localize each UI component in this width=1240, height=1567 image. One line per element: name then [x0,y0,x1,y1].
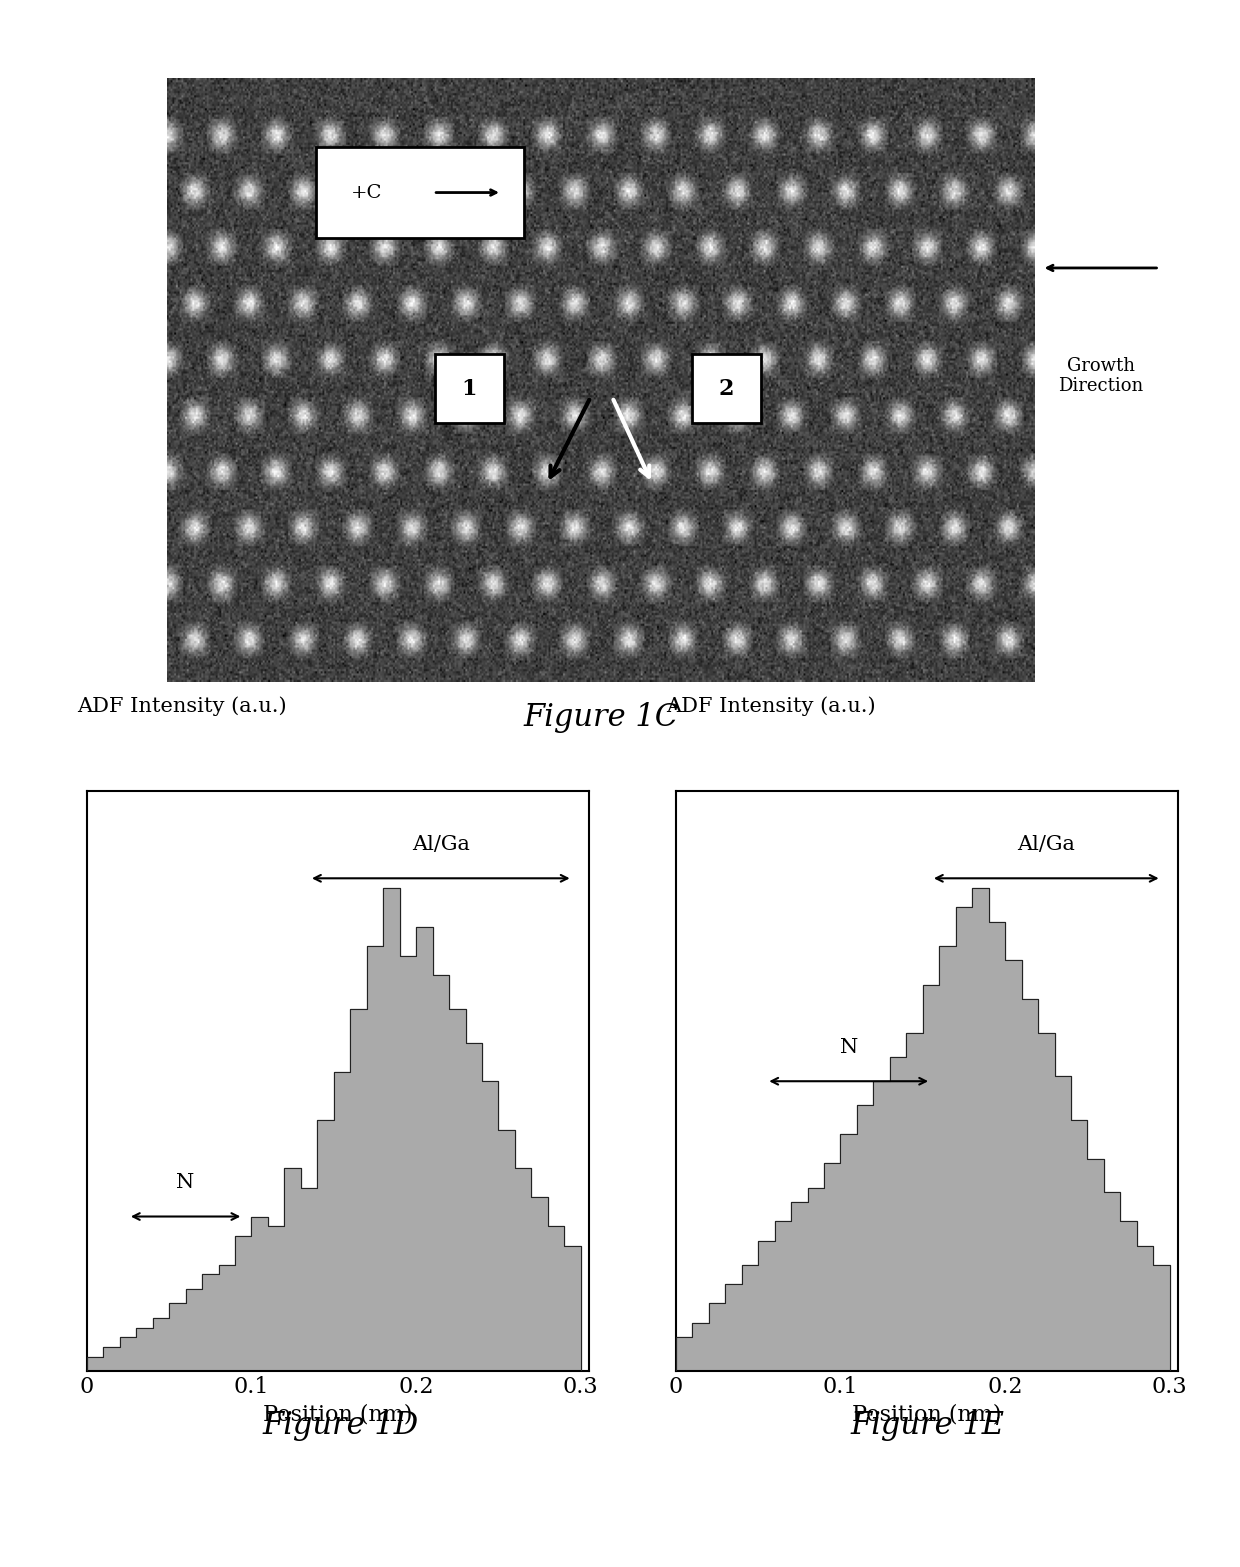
Polygon shape [87,888,580,1371]
Text: ADF Intensity (a.u.): ADF Intensity (a.u.) [666,696,875,716]
Bar [435,354,503,423]
Bar [316,147,523,238]
Text: N: N [176,1174,195,1192]
Text: Figure 1C: Figure 1C [523,702,680,733]
Text: 2: 2 [718,378,734,400]
X-axis label: Position (nm): Position (nm) [263,1404,413,1426]
Text: 1: 1 [461,378,477,400]
Text: Al/Ga: Al/Ga [1017,835,1075,854]
Text: Figure 1E: Figure 1E [851,1410,1004,1442]
Polygon shape [676,888,1169,1371]
Text: Al/Ga: Al/Ga [412,835,470,854]
Text: +C: +C [351,183,382,202]
Text: N: N [839,1037,858,1058]
Text: ADF Intensity (a.u.): ADF Intensity (a.u.) [77,696,286,716]
Bar [692,354,760,423]
Text: Figure 1D: Figure 1D [263,1410,419,1442]
Text: Growth
Direction: Growth Direction [1059,357,1143,395]
X-axis label: Position (nm): Position (nm) [852,1404,1002,1426]
